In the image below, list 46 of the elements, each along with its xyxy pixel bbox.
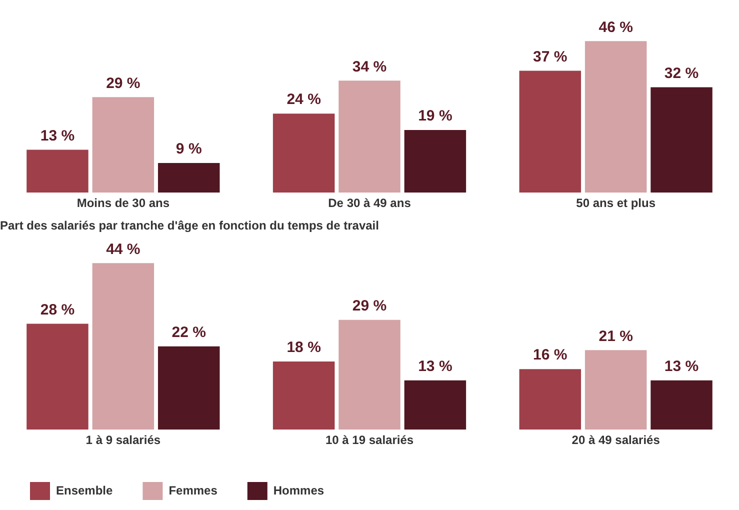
legend-label: Femmes — [168, 483, 218, 498]
data-label: 46 % — [598, 18, 633, 36]
data-label: 29 % — [352, 298, 387, 315]
data-label: 32 % — [664, 64, 699, 82]
bar — [584, 350, 647, 430]
data-label: 9 % — [176, 140, 202, 158]
data-label: 34 % — [352, 58, 387, 76]
data-label: 13 % — [40, 127, 75, 144]
data-label: 18 % — [286, 339, 321, 356]
data-label: 24 % — [286, 91, 321, 108]
x-tick-label: 20 à 49 salariés — [572, 433, 660, 448]
chart-title: Part des salariés par tranche d'âge en fonction du temps de travail — [0, 218, 379, 233]
data-label: 37 % — [533, 48, 568, 66]
data-label: 13 % — [418, 358, 452, 376]
bar — [650, 87, 712, 193]
bar — [404, 130, 466, 193]
bar — [158, 346, 220, 430]
x-tick-label: 1 à 9 salariés — [86, 433, 161, 448]
x-tick-label: Moins de 30 ans — [76, 196, 170, 210]
data-label: 13 % — [664, 358, 699, 376]
bar — [584, 41, 647, 193]
bar — [26, 150, 88, 193]
data-label: 29 % — [106, 74, 140, 92]
bar — [272, 114, 335, 193]
data-label: 28 % — [40, 301, 75, 318]
data-label: 16 % — [533, 346, 568, 364]
legend-label: Ensemble — [56, 483, 114, 498]
bar — [26, 324, 88, 430]
x-tick-label: 10 à 19 salariés — [325, 433, 414, 448]
bar — [158, 162, 220, 193]
bar — [92, 263, 154, 430]
legend-label: Hommes — [273, 483, 324, 498]
bar — [272, 362, 335, 430]
x-tick-label: 50 ans et plus — [576, 196, 656, 210]
bar — [650, 380, 712, 430]
bar — [92, 97, 154, 193]
x-tick-label: De 30 à 49 ans — [328, 196, 412, 210]
bar — [404, 380, 466, 430]
data-label: 21 % — [598, 328, 633, 345]
bar — [519, 70, 582, 193]
data-label: 22 % — [172, 324, 206, 342]
bar — [338, 320, 400, 430]
bar — [519, 369, 582, 430]
data-label: 19 % — [418, 108, 452, 125]
data-label: 44 % — [106, 240, 140, 258]
bar — [338, 80, 400, 193]
